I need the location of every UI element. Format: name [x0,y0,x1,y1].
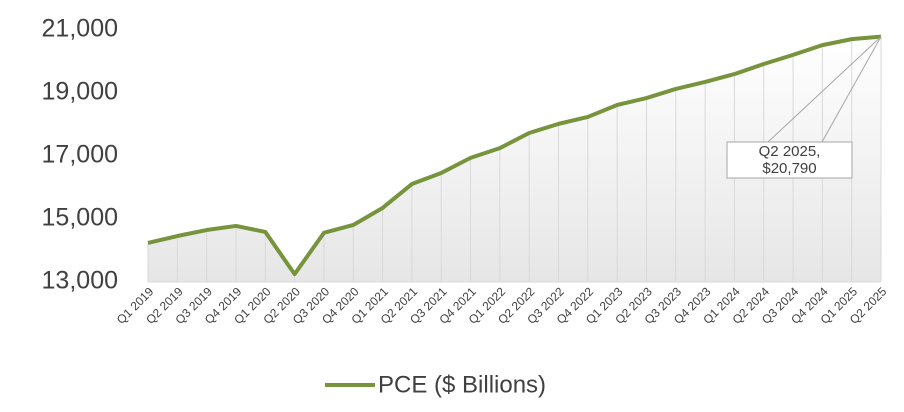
callout-line [821,36,882,143]
y-tick-label: 17,000 [42,141,118,169]
y-tick-label: 21,000 [42,15,118,43]
legend-label: PCE ($ Billions) [378,371,546,398]
area-fill [148,36,881,282]
annotation-text: $20,790 [762,160,816,177]
y-tick-label: 15,000 [42,204,118,232]
y-tick-label: 19,000 [42,78,118,106]
annotation-text: Q2 2025, [759,143,821,160]
callout-line [767,36,882,143]
annotation-box [726,141,853,179]
series-line [147,34,882,277]
y-tick-label: 13,000 [42,267,118,295]
